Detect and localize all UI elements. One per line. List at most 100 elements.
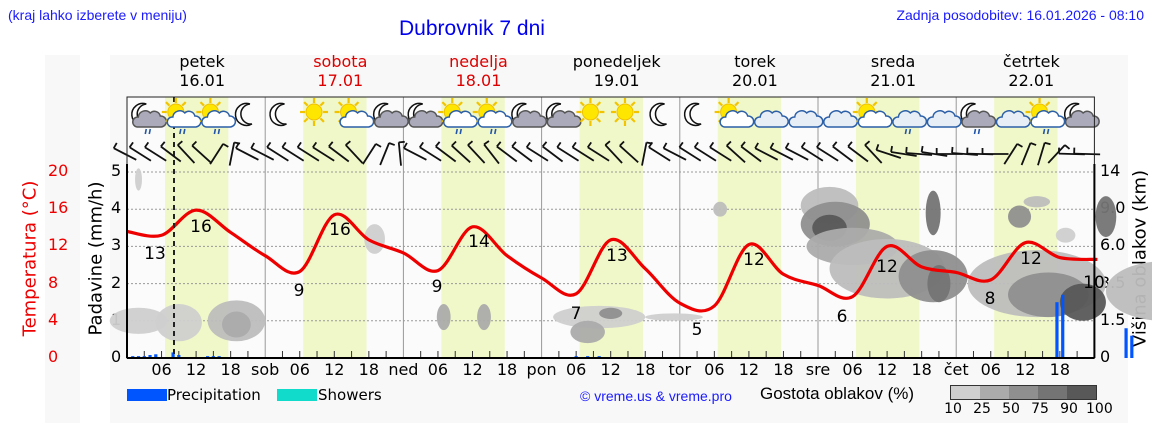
wind-barb-icon (890, 145, 917, 157)
day-name: sreda (870, 52, 916, 71)
hour-tick: 18 (220, 360, 241, 379)
temp-axis-panel (45, 55, 80, 423)
wind-barb-icon (397, 140, 405, 166)
wind-barb-icon (920, 145, 948, 157)
svg-text:16: 16 (329, 220, 351, 240)
wind-barb-icon (875, 144, 902, 159)
wind-barb-icon (177, 140, 196, 164)
wind-barb-icon (281, 141, 305, 162)
cloud-density-blobs (109, 168, 1152, 344)
wind-barb-icon (619, 140, 639, 163)
precip-legend-label: Precipitation (167, 386, 261, 404)
svg-text:14: 14 (468, 232, 490, 252)
wind-barb-icon (525, 141, 549, 162)
sun-cloud-rain-icon (161, 98, 202, 135)
wind-barb-icon (209, 143, 229, 165)
wind-barb-icon (250, 142, 275, 161)
wind-barb-icon (1073, 147, 1101, 156)
svg-text:13: 13 (144, 244, 166, 264)
hour-tick: 18 (635, 360, 656, 379)
grid-lines (127, 97, 1095, 358)
precip-tick: 2 (111, 272, 122, 292)
density-tick: 75 (1031, 401, 1049, 417)
hour-tick: 06 (980, 360, 1001, 379)
cloud-rain-icon (892, 110, 928, 135)
wind-barb-icon (587, 141, 610, 162)
wind-barb-icon (1003, 143, 1023, 165)
sun-icon (300, 98, 329, 126)
wind-barb-icon (541, 141, 564, 163)
day-date: 17.01 (317, 71, 364, 90)
day-name: ponedeljek (572, 52, 661, 71)
day-abbrev-tick: tor (668, 360, 692, 379)
cloud-icon (926, 110, 962, 128)
wind-barb-icon (266, 141, 289, 162)
day-abbrev-tick: ned (388, 360, 419, 379)
day-label: petek 16.01 (142, 52, 262, 90)
wind-barb-icon (816, 141, 839, 162)
day-label: nedelja 18.01 (419, 52, 539, 90)
wind-barb-icon (905, 146, 933, 156)
cloud-density-label: Gostota oblakov (%) (760, 384, 915, 403)
sun-icon (576, 98, 605, 126)
temperature-tick: 20 (48, 161, 69, 180)
credit-link[interactable]: © vreme.us & vreme.pro (580, 388, 732, 404)
cloud-height-tick: 14 (1100, 161, 1121, 180)
sun-cloud-icon (714, 98, 755, 128)
svg-text:8: 8 (985, 289, 996, 309)
cloud-icon (823, 110, 859, 128)
svg-text:16: 16 (190, 217, 212, 237)
wind-barb-icon (693, 141, 717, 162)
day-label: ponedeljek 19.01 (557, 52, 677, 90)
wind-barb-icon (740, 141, 762, 163)
plot-frame (126, 96, 1096, 359)
moon-icon (649, 102, 667, 127)
wind-barb-icon (511, 141, 533, 163)
wind-barb-icon (784, 142, 809, 161)
wind-barb-icon (662, 142, 687, 161)
hour-tick: 12 (185, 360, 207, 379)
moon-cloud-icon (511, 102, 548, 128)
cloud-height-tick: 6.0 (1100, 235, 1126, 255)
density-tick: 10 (944, 401, 962, 417)
region-menu-note: (kraj lahko izberete v meniju) (8, 7, 187, 23)
day-date: 21.01 (870, 71, 916, 90)
wind-barb-icon (379, 142, 396, 166)
cloud-density-scale (950, 385, 1097, 400)
day-date: 18.01 (455, 71, 502, 90)
svg-text:9: 9 (432, 277, 443, 297)
wind-barb-icon (451, 140, 471, 163)
wind-barb-icon (160, 141, 182, 163)
day-name: sobota (313, 52, 368, 71)
hour-tick: 06 (289, 360, 310, 379)
sun-cloud-icon (852, 98, 893, 128)
day-name: torek (734, 52, 776, 71)
wind-barb-icon (419, 141, 442, 162)
sun-cloud-rain-icon (1025, 98, 1066, 135)
cloud-height-tick: 0 (1100, 347, 1111, 366)
weather-icons-row (131, 98, 1100, 135)
wind-barb-icon (483, 140, 500, 165)
hour-tick: 12 (600, 360, 621, 379)
day-abbrev-tick: čet (943, 360, 969, 379)
wind-barb-icon (864, 140, 883, 164)
hour-tick: 06 (704, 360, 725, 379)
wind-barb-icon (571, 141, 595, 162)
density-tick: 100 (1086, 401, 1113, 417)
hour-tick: 12 (324, 360, 345, 379)
hour-tick: 06 (565, 360, 587, 379)
precip-tick: 0 (111, 347, 122, 366)
moon-cloud-icon (407, 102, 444, 128)
wind-barb-icon (832, 141, 854, 163)
svg-text:12: 12 (1020, 249, 1042, 269)
sun-cloud-icon (334, 98, 375, 128)
moon-icon (234, 102, 253, 127)
day-name: četrtek (1002, 52, 1060, 71)
sun-icon (610, 98, 639, 126)
precip-tick: 5 (111, 161, 122, 180)
day-label: četrtek 22.01 (971, 52, 1091, 90)
wind-barb-icon (678, 141, 702, 162)
sun-cloud-rain-icon (472, 98, 513, 135)
day-label: sreda 21.01 (833, 52, 953, 90)
wind-barb-icon (981, 148, 1009, 155)
